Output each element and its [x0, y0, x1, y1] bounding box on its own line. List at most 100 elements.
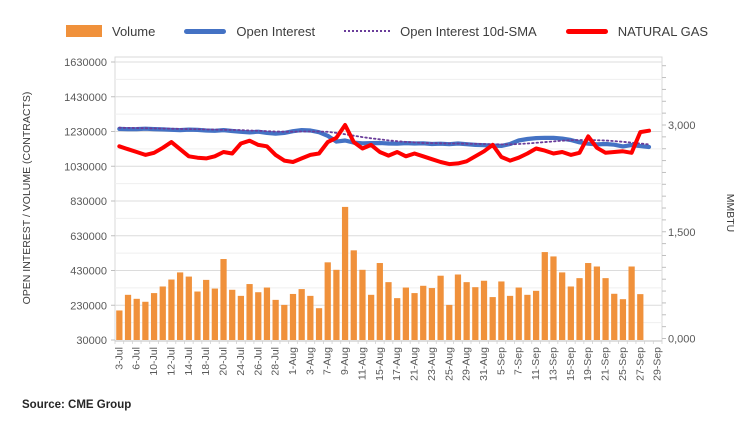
volume-bar: [515, 287, 522, 340]
open-interest-10d-sma-swatch-icon: [344, 30, 391, 32]
x-axis-label: 28-Jul: [270, 347, 282, 376]
x-axis-label: 14-Jul: [183, 347, 195, 376]
left-axis-title: OPEN INTEREST / VOLUME (CONTRACTS): [21, 92, 33, 305]
x-axis-label: 1-Aug: [287, 347, 299, 375]
left-axis-tick-label: 1030000: [64, 161, 107, 173]
x-axis-label: 3-Jul: [113, 347, 125, 370]
volume-bar: [576, 278, 583, 340]
legend-item-natural-gas: NATURAL GAS: [565, 24, 708, 39]
chart-legend: Volume Open Interest Open Interest 10d-SMA…: [66, 22, 737, 40]
volume-bar: [211, 288, 218, 340]
volume-bar: [142, 301, 149, 340]
volume-bar: [506, 295, 514, 340]
volume-bar: [255, 292, 262, 340]
volume-bar: [289, 293, 297, 340]
volume-bar: [428, 288, 436, 340]
x-axis-label: 27-Sep: [634, 347, 646, 381]
volume-bar: [237, 295, 245, 340]
x-axis-label: 7-Aug: [322, 347, 334, 375]
volume-bar: [446, 304, 453, 340]
legend-label-open-interest-10d-sma: Open Interest 10d-SMA: [400, 23, 537, 39]
x-axis-label: 29-Aug: [461, 347, 473, 381]
volume-bar: [333, 269, 340, 340]
volume-bar: [298, 289, 305, 340]
volume-bar: [203, 279, 210, 340]
volume-bar: [116, 310, 123, 340]
volume-bar: [463, 282, 470, 340]
volume-bar: [454, 274, 462, 340]
volume-bar: [550, 256, 557, 340]
open-interest-swatch-icon: [184, 28, 227, 34]
volume-bar: [585, 263, 592, 340]
left-axis-tick-label: 30000: [76, 335, 107, 347]
volume-bar: [350, 250, 357, 340]
legend-label-volume: Volume: [112, 23, 156, 39]
volume-bar: [385, 282, 392, 340]
volume-bars: [116, 206, 644, 340]
open-interest-10d-sma-line: [118, 126, 650, 146]
left-axis-tick-label: 1630000: [64, 57, 107, 69]
right-axis-title: MMBTU: [724, 194, 736, 233]
volume-bar: [281, 304, 288, 340]
x-axis-label: 11-Sep: [530, 347, 542, 380]
legend-item-open-interest: Open Interest: [184, 24, 315, 39]
x-axis-label: 25-Sep: [617, 347, 629, 381]
x-axis-label: 3-Aug: [304, 347, 316, 375]
volume-bar: [368, 294, 375, 340]
left-axis-tick-label: 230000: [70, 300, 107, 312]
left-axis-tick-label: 1230000: [64, 127, 107, 139]
volume-bar: [637, 294, 644, 340]
x-axis-label: 10-Jul: [148, 347, 160, 376]
volume-bar: [602, 278, 609, 340]
volume-bar: [593, 266, 601, 340]
natural-gas-line: [117, 123, 651, 167]
x-axis-label: 20-Jul: [218, 347, 230, 376]
volume-bar: [246, 284, 253, 340]
volume-bar: [176, 272, 184, 340]
volume-bar: [229, 289, 236, 340]
legend-item-volume: Volume: [66, 24, 155, 39]
x-axis-label: 19-Sep: [582, 347, 594, 381]
volume-bar: [628, 266, 635, 340]
volume-bar: [324, 262, 331, 340]
volume-bar: [532, 290, 540, 340]
volume-bar: [341, 206, 349, 340]
volume-bar: [307, 295, 314, 340]
volume-bar: [489, 297, 496, 340]
volume-bar: [133, 298, 140, 340]
volume-bar: [524, 294, 531, 340]
x-axis-label: 7-Sep: [513, 347, 525, 375]
source-note: Source: CME Group: [22, 399, 132, 411]
x-axis-label: 29-Sep: [652, 347, 664, 381]
x-axis-label: 11-Aug: [356, 347, 368, 380]
x-axis-label: 26-Jul: [252, 347, 264, 376]
volume-bar: [480, 280, 488, 340]
x-axis-label: 17-Aug: [391, 347, 403, 381]
volume-bar: [376, 263, 383, 340]
x-axis-label: 23-Aug: [426, 347, 438, 381]
left-axis-tick-label: 830000: [70, 196, 107, 208]
volume-bar: [541, 252, 548, 340]
x-axis-label: 25-Aug: [443, 347, 455, 381]
natural-gas-swatch-icon: [565, 28, 608, 34]
volume-bar: [411, 293, 418, 340]
legend-label-open-interest: Open Interest: [236, 23, 316, 39]
volume-bar: [168, 279, 175, 340]
volume-bar: [159, 286, 166, 340]
x-axis-label: 12-Jul: [165, 347, 177, 376]
volume-bar: [263, 287, 271, 340]
volume-bar: [220, 259, 227, 340]
volume-bar: [315, 308, 323, 340]
x-axis-label: 31-Aug: [478, 347, 490, 381]
volume-bar: [567, 286, 574, 340]
x-axis-label: 13-Sep: [547, 347, 559, 381]
volume-bar: [437, 275, 444, 340]
x-axis-label: 15-Sep: [565, 347, 577, 381]
left-axis-tick-label: 1430000: [64, 92, 107, 104]
volume-bar: [420, 285, 427, 340]
x-axis-label: 21-Aug: [409, 347, 421, 381]
volume-bar: [359, 269, 366, 340]
volume-bar: [498, 281, 505, 340]
